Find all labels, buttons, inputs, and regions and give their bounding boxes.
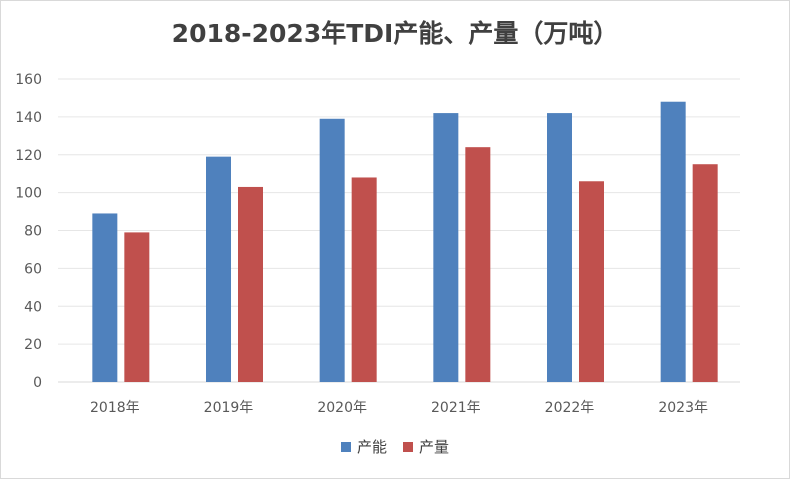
y-tick-label: 160 [15,72,42,88]
bar-output [692,164,718,382]
legend-item-output: 产量 [403,436,449,457]
y-tick-label: 100 [15,186,42,202]
y-tick-label: 0 [33,375,42,391]
legend-swatch-output [403,441,413,452]
chart-legend: 产能 产量 [0,436,790,457]
x-tick-label: 2020年 [317,400,367,416]
x-tick-label: 2019年 [204,400,254,416]
x-tick-label: 2022年 [545,400,595,416]
x-tick-label: 2023年 [658,400,708,416]
bar-capacity [319,118,345,383]
bar-output [238,186,263,382]
y-tick-label: 80 [24,224,42,240]
legend-item-capacity: 产能 [340,436,387,457]
x-tick-label: 2021年 [431,400,481,416]
bar-capacity [206,156,231,382]
legend-label-output: 产量 [419,438,450,456]
y-tick-label: 140 [15,110,42,126]
bar-output [579,181,604,382]
y-tick-label: 40 [24,299,42,315]
bar-capacity [433,113,459,383]
y-tick-label: 60 [24,261,42,277]
legend-swatch-capacity [340,441,351,452]
bar-output [465,147,491,382]
y-tick-label: 120 [15,148,42,164]
x-tick-label: 2018年 [90,400,140,416]
bar-capacity [547,113,572,383]
legend-label-capacity: 产能 [356,438,387,456]
bar-output [124,232,150,382]
bar-capacity [660,101,686,382]
y-tick-label: 20 [24,337,42,353]
bar-capacity [92,213,118,382]
bar-output [351,177,377,382]
chart-title: 2018-2023年TDI产能、产量（万吨） [171,19,619,48]
